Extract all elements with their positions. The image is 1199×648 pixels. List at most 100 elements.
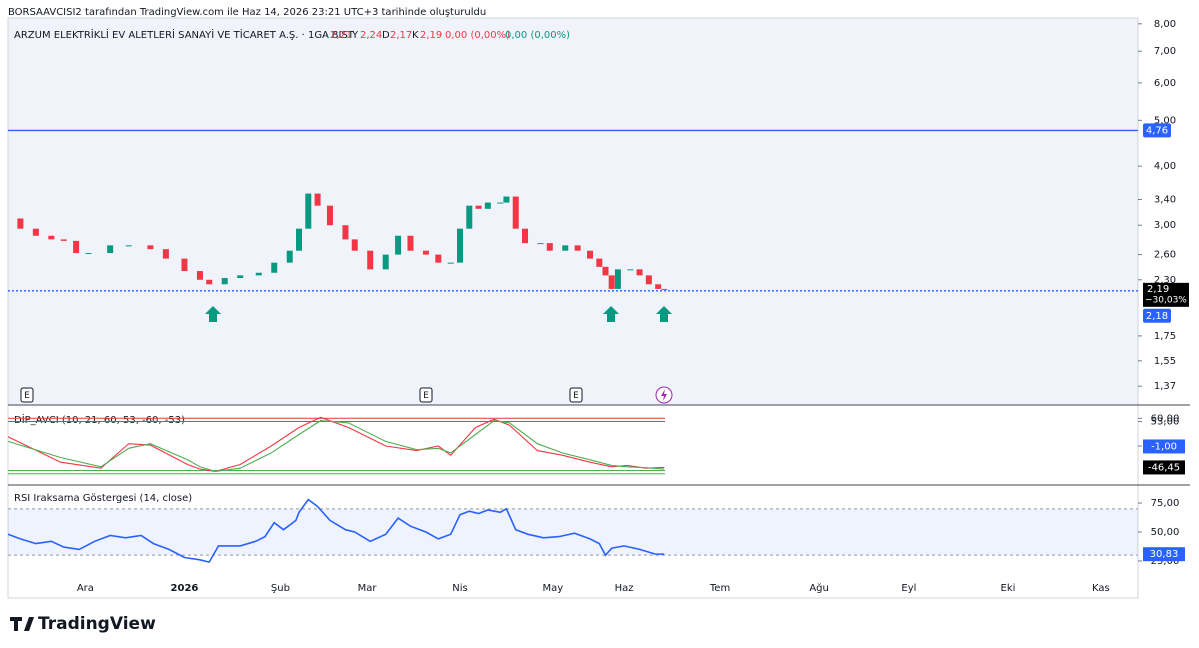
candle <box>237 275 244 279</box>
candle <box>326 205 333 226</box>
candle <box>596 258 603 267</box>
candle <box>32 228 39 236</box>
y-tick-label: 75,00 <box>1151 498 1180 509</box>
value-tag <box>1143 547 1185 562</box>
y-tick-label: 1,37 <box>1154 381 1176 392</box>
candle <box>125 245 132 247</box>
y-tick-label: 6,00 <box>1154 78 1176 89</box>
x-tick-label: Kas <box>1092 583 1110 594</box>
y-tick-label: 1,55 <box>1154 356 1176 367</box>
earnings-box <box>419 387 433 403</box>
candle <box>314 193 321 206</box>
y-tick-label: 2,30 <box>1154 275 1176 286</box>
candle <box>181 258 188 272</box>
candle <box>645 275 652 285</box>
price-tag <box>1143 123 1171 138</box>
earnings-box <box>569 387 583 403</box>
candle <box>587 250 594 259</box>
candle <box>351 239 358 251</box>
legend-key: K <box>412 30 419 41</box>
series-line <box>7 416 665 472</box>
candle <box>271 262 278 273</box>
candle <box>457 228 463 263</box>
x-tick-label: Tem <box>709 583 730 594</box>
candle <box>17 218 24 229</box>
candle <box>484 202 491 209</box>
candle <box>636 269 643 276</box>
candle <box>503 196 510 203</box>
brand-logo <box>10 617 34 631</box>
candle <box>466 205 473 229</box>
earnings-marker: E <box>24 391 30 401</box>
candle <box>475 205 482 209</box>
pane-title: RSI Iraksama Göstergesi (14, close) <box>14 493 192 504</box>
candle <box>255 272 262 276</box>
x-tick-label: Ara <box>77 583 94 594</box>
candle <box>602 266 609 276</box>
value-tag-label: -46,45 <box>1148 462 1180 473</box>
candle <box>382 254 389 270</box>
candle <box>395 235 402 255</box>
candle <box>574 245 581 251</box>
x-tick-label: 2026 <box>171 583 199 594</box>
y-tick-label: 7,00 <box>1154 46 1176 57</box>
candle <box>497 202 504 204</box>
x-tick-label: Haz <box>615 583 634 594</box>
candle <box>48 235 55 240</box>
candle <box>512 196 519 229</box>
legend-value: 2,19 <box>420 30 442 41</box>
value-tag-label: -1,00 <box>1151 441 1177 452</box>
candle <box>422 250 429 255</box>
candle <box>305 193 312 229</box>
candle <box>546 243 553 251</box>
x-tick-label: Eki <box>1001 583 1016 594</box>
price-pane <box>8 18 1138 405</box>
candle <box>562 245 569 251</box>
candle <box>447 262 454 264</box>
pane-title: DİP_AVCI (10, 21, 60, 53, -60, -53) <box>14 413 185 426</box>
candle <box>608 275 615 289</box>
candle <box>162 249 169 259</box>
candle <box>435 254 442 263</box>
y-tick-label: 3,00 <box>1154 220 1176 231</box>
pane-title: ARZUM ELEKTRİKLİ EV ALETLERİ SANAYİ VE T… <box>14 28 355 41</box>
value-tag <box>1143 460 1185 475</box>
candle <box>196 271 203 280</box>
rsi-band <box>8 508 1138 556</box>
candle <box>147 245 154 250</box>
earnings-box <box>20 387 34 403</box>
candle <box>407 235 414 251</box>
legend-value: 2,17 <box>390 30 412 41</box>
candle <box>661 288 668 290</box>
frame <box>7 17 1139 599</box>
last-price: 2,19 <box>1147 284 1169 295</box>
candle <box>286 250 293 263</box>
candle <box>537 243 544 245</box>
x-tick-label: Eyl <box>901 583 916 594</box>
x-tick-label: Mar <box>358 583 378 594</box>
y-tick-label: 3,40 <box>1154 195 1176 206</box>
candle <box>522 228 529 244</box>
y-tick-label: 2,60 <box>1154 250 1176 261</box>
y-tick-label: 1,75 <box>1154 331 1176 342</box>
earnings-marker: E <box>423 391 429 401</box>
y-tick-label: 5,00 <box>1154 115 1176 126</box>
legend-key: Y <box>351 30 359 41</box>
earnings-marker: E <box>573 391 579 401</box>
candle <box>73 240 80 254</box>
y-tick-label: 25,00 <box>1151 556 1180 567</box>
candle <box>655 284 662 289</box>
y-tick-label: 60,00 <box>1151 413 1180 424</box>
lightning-glyph <box>661 389 667 401</box>
candle <box>614 269 621 289</box>
y-tick-label: 4,00 <box>1154 161 1176 172</box>
legend-key: A <box>322 30 329 41</box>
x-tick-label: Ağu <box>809 582 829 594</box>
candle <box>367 250 374 270</box>
signal-arrows <box>205 306 672 322</box>
x-tick-label: May <box>543 583 564 594</box>
y-tick-label: 50,00 <box>1151 527 1180 538</box>
candle <box>627 269 634 271</box>
credit: BORSAAVCISI2 tarafından TradingView.com … <box>8 7 486 18</box>
candle <box>60 239 67 241</box>
